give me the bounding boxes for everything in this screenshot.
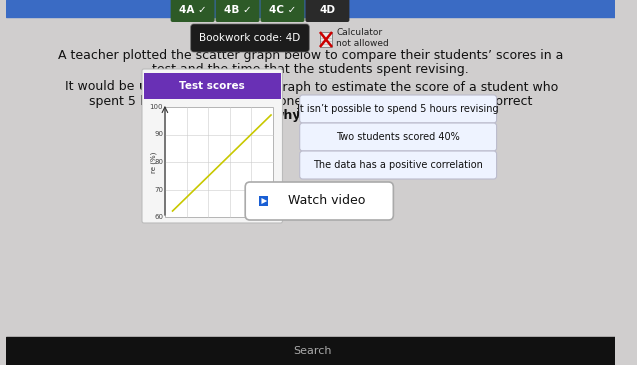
Text: explanation of: explanation of	[180, 108, 273, 122]
Text: re (%): re (%)	[150, 151, 157, 173]
FancyBboxPatch shape	[171, 0, 215, 22]
Text: Search: Search	[293, 346, 331, 356]
Text: Test scores: Test scores	[180, 81, 245, 91]
FancyBboxPatch shape	[142, 69, 282, 223]
Text: 80: 80	[154, 159, 163, 165]
Text: 4D: 4D	[319, 5, 336, 15]
Bar	[6, 337, 615, 365]
Text: Two students scored 40%: Two students scored 40%	[336, 132, 460, 142]
Bar	[144, 73, 280, 99]
FancyBboxPatch shape	[299, 151, 497, 179]
Bar	[320, 32, 332, 47]
Text: 100: 100	[150, 104, 163, 110]
Bar	[6, 0, 615, 17]
Text: 90: 90	[154, 131, 163, 138]
Text: why: why	[273, 108, 301, 122]
Text: The data has a positive correlation: The data has a positive correlation	[313, 160, 483, 170]
Polygon shape	[261, 198, 267, 204]
Text: 4C ✓: 4C ✓	[269, 5, 296, 15]
Bar	[259, 196, 268, 206]
Text: It would be: It would be	[65, 81, 138, 93]
Text: It isn’t possible to spend 5 hours revising: It isn’t possible to spend 5 hours revis…	[297, 104, 499, 114]
Text: unreliable: unreliable	[140, 81, 210, 93]
FancyBboxPatch shape	[245, 182, 394, 220]
FancyBboxPatch shape	[299, 95, 497, 123]
Text: Watch video: Watch video	[289, 195, 366, 207]
Text: 60: 60	[154, 214, 163, 220]
Text: spent 5 hours revising. Which one of the statements below is a correct: spent 5 hours revising. Which one of the…	[89, 95, 532, 108]
FancyBboxPatch shape	[305, 0, 350, 22]
Text: Bookwork code: 4D: Bookwork code: 4D	[199, 33, 301, 43]
Bar	[165, 107, 273, 217]
Text: 70: 70	[154, 187, 163, 192]
FancyBboxPatch shape	[261, 0, 304, 22]
FancyBboxPatch shape	[299, 123, 497, 151]
Text: to use this graph to estimate the score of a student who: to use this graph to estimate the score …	[201, 81, 559, 93]
Text: A teacher plotted the scatter graph below to compare their students’ scores in a: A teacher plotted the scatter graph belo…	[57, 49, 563, 61]
Text: Calculator
not allowed: Calculator not allowed	[336, 28, 389, 49]
Text: 4A ✓: 4A ✓	[179, 5, 206, 15]
Text: test and the time that the students spent revising.: test and the time that the students spen…	[152, 62, 469, 76]
Text: 4B ✓: 4B ✓	[224, 5, 252, 15]
FancyBboxPatch shape	[190, 24, 309, 52]
FancyBboxPatch shape	[215, 0, 259, 22]
Text: it would be unreliable?: it would be unreliable?	[292, 108, 438, 122]
